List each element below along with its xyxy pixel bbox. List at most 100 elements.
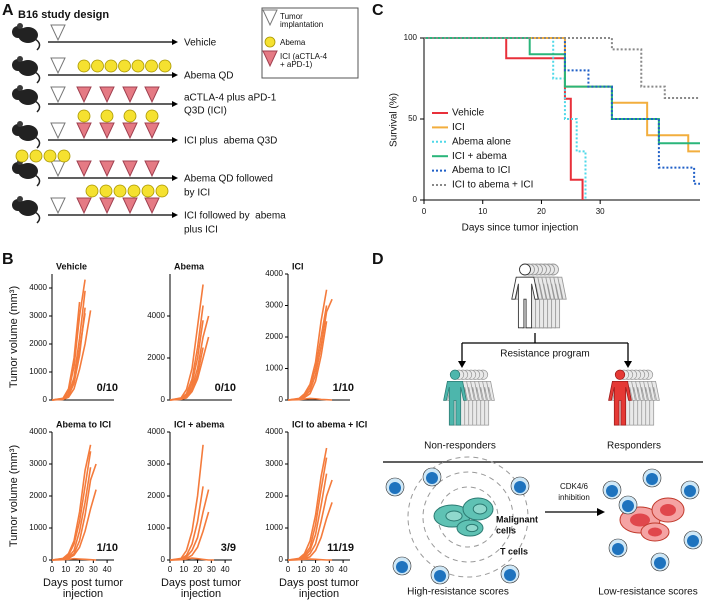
- survival-curve: [424, 37, 700, 185]
- abema-dose: [158, 59, 172, 73]
- person-head: [519, 263, 531, 276]
- ici-dose: [122, 86, 138, 104]
- y-tick-label: 1000: [29, 523, 47, 532]
- arrowhead: [172, 175, 178, 181]
- arrowhead: [172, 137, 178, 143]
- state-label: Low-resistance scores: [598, 587, 697, 598]
- survival-curve: [424, 37, 587, 200]
- legend-text: ICI + abema: [452, 151, 507, 162]
- growth-curve: [51, 557, 97, 561]
- annotation: 0/10: [97, 382, 118, 394]
- mouse-icon: [12, 159, 41, 187]
- mouse-head: [12, 88, 24, 100]
- t-cell-nucleus: [504, 569, 516, 581]
- x-tick-label: 10: [61, 565, 70, 574]
- panel-label: A: [2, 2, 14, 19]
- y-tick-label: 3000: [265, 459, 283, 468]
- arrowhead: [172, 101, 178, 107]
- ring: [422, 471, 514, 563]
- mouse-ear: [17, 23, 23, 29]
- ici-dose: [122, 160, 138, 178]
- legend-text: Vehicle: [452, 108, 485, 119]
- arm-label: by ICI: [184, 188, 210, 199]
- arm-label: Abema QD: [184, 71, 233, 82]
- tumor-implantation: [50, 86, 66, 104]
- malignant-nucleus: [472, 503, 488, 515]
- arrowhead: [172, 72, 178, 78]
- abema-dose: [141, 184, 155, 198]
- t-cell-nucleus: [434, 570, 446, 582]
- mouse-icon: [12, 85, 41, 113]
- abema-dose: [99, 184, 113, 198]
- t-cell-nucleus: [426, 472, 438, 484]
- mouse-ear: [17, 56, 23, 62]
- person-body: [511, 276, 539, 329]
- y-tick-label: 0: [161, 555, 166, 564]
- design-legend-box: [261, 7, 359, 79]
- y-tick-label: 0: [43, 395, 48, 404]
- y-tick-label: 100: [404, 33, 418, 42]
- x-tick-label: 10: [179, 565, 188, 574]
- mouse-icon: [12, 196, 41, 224]
- y-tick-label: 1000: [29, 367, 47, 376]
- x-tick-label: 30: [89, 565, 98, 574]
- abema-dose: [57, 149, 71, 163]
- y-tick-label: 0: [279, 555, 284, 564]
- mouse-head: [12, 124, 24, 136]
- legend-text: Abema to ICI: [452, 165, 510, 176]
- y-tick-label: 1000: [265, 523, 283, 532]
- abema-dose: [43, 149, 57, 163]
- y-tick-label: 0: [279, 395, 284, 404]
- ici-dose: [76, 160, 92, 178]
- t-cell-nucleus: [684, 485, 696, 497]
- abema-dose: [85, 184, 99, 198]
- x-tick-label: 20: [193, 565, 202, 574]
- x-tick-label: 30: [207, 565, 216, 574]
- abema-dose: [155, 184, 169, 198]
- growth-curve: [287, 397, 333, 401]
- growth-curve: [169, 336, 210, 401]
- ici-dose: [76, 86, 92, 104]
- t-cell-nucleus: [687, 535, 699, 547]
- abema-dose: [118, 59, 131, 73]
- mouse-ear: [17, 196, 23, 202]
- arrowhead: [597, 508, 605, 516]
- ici-dose: [144, 160, 160, 178]
- annotation: 1/10: [333, 382, 354, 394]
- arm-label: Q3D (ICI): [184, 106, 227, 117]
- arm-label: aCTLA-4 plus aPD-1: [184, 93, 277, 104]
- arm-label: plus ICI: [184, 225, 218, 236]
- legend-text: ICI (aCTLA-4: [280, 52, 328, 61]
- x-tick-label: 30: [325, 565, 334, 574]
- y-tick-label: 1000: [147, 523, 165, 532]
- t-cell-nucleus: [654, 557, 666, 569]
- x-tick-label: 40: [221, 565, 230, 574]
- abema-dose: [91, 59, 104, 73]
- person-icon: [511, 263, 539, 329]
- abema-dose: [77, 59, 91, 73]
- x-axis-label: injection: [181, 588, 221, 600]
- person-body: [608, 381, 632, 426]
- ici-dose: [144, 197, 160, 215]
- growth-curve: [169, 444, 204, 561]
- y-tick-label: 3000: [147, 459, 165, 468]
- growth-curve: [169, 557, 215, 561]
- person-icon: [608, 369, 632, 426]
- arm-label: Abema QD followed: [184, 174, 273, 185]
- tumor-implantation: [262, 9, 278, 27]
- y-axis-label: Tumor volume (mm³): [8, 445, 20, 547]
- abema-dose: [131, 59, 145, 73]
- mouse-tail: [34, 71, 41, 84]
- t-cell-nucleus: [396, 561, 408, 573]
- ici-dose: [99, 86, 115, 104]
- ring: [407, 456, 529, 578]
- tumor-implantation: [50, 160, 66, 178]
- damaged-nucleus: [648, 527, 662, 537]
- t-cell-nucleus: [514, 481, 526, 493]
- x-axis-label: Days post tumor: [279, 577, 359, 589]
- ici-dose: [262, 50, 278, 68]
- ici-dose: [144, 122, 160, 140]
- ici-dose: [76, 197, 92, 215]
- x-axis-label: injection: [299, 588, 339, 600]
